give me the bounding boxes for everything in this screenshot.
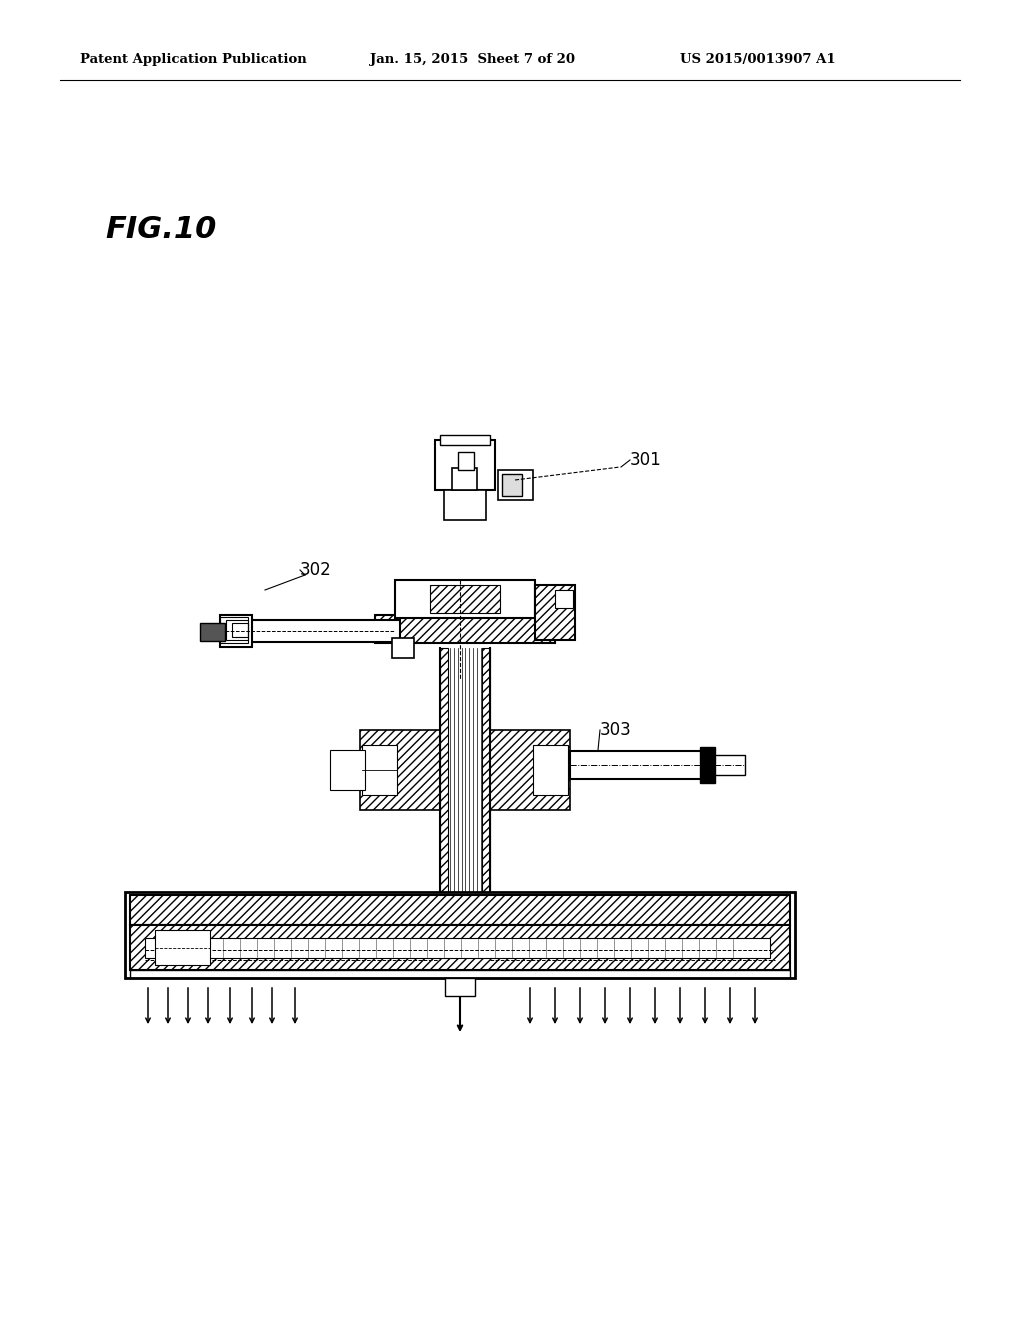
Bar bbox=[444, 490, 486, 520]
Bar bbox=[155, 931, 210, 965]
Bar bbox=[232, 623, 248, 638]
Bar bbox=[220, 615, 252, 647]
Bar bbox=[250, 620, 400, 642]
Bar bbox=[482, 648, 490, 892]
Bar bbox=[330, 750, 365, 789]
Bar bbox=[440, 436, 490, 445]
Bar bbox=[130, 970, 790, 978]
Bar bbox=[362, 744, 397, 795]
Bar bbox=[226, 620, 248, 640]
Bar bbox=[715, 755, 745, 775]
Bar bbox=[570, 751, 710, 779]
Bar bbox=[490, 730, 570, 810]
Text: 303: 303 bbox=[600, 721, 632, 739]
Text: FIG.10: FIG.10 bbox=[105, 215, 216, 244]
Bar bbox=[502, 474, 522, 496]
Bar bbox=[392, 638, 414, 657]
Bar bbox=[535, 585, 575, 640]
Bar bbox=[375, 615, 555, 643]
Bar bbox=[220, 616, 248, 643]
Text: US 2015/0013907 A1: US 2015/0013907 A1 bbox=[680, 54, 836, 66]
Bar bbox=[125, 892, 795, 978]
Bar bbox=[452, 469, 477, 490]
Text: 301: 301 bbox=[630, 451, 662, 469]
Bar bbox=[435, 440, 495, 490]
Bar bbox=[700, 747, 715, 783]
Bar bbox=[440, 648, 449, 892]
Bar bbox=[130, 895, 790, 925]
Bar bbox=[200, 623, 225, 642]
Text: Jan. 15, 2015  Sheet 7 of 20: Jan. 15, 2015 Sheet 7 of 20 bbox=[370, 54, 575, 66]
Bar bbox=[534, 744, 568, 795]
Bar bbox=[360, 730, 440, 810]
Text: 302: 302 bbox=[300, 561, 332, 579]
Bar bbox=[555, 590, 573, 609]
Bar bbox=[130, 925, 790, 970]
Text: Patent Application Publication: Patent Application Publication bbox=[80, 54, 307, 66]
Bar bbox=[445, 978, 475, 997]
Bar bbox=[498, 470, 534, 500]
Bar bbox=[458, 451, 474, 470]
Bar bbox=[430, 585, 500, 612]
Bar bbox=[395, 579, 535, 618]
Bar bbox=[145, 939, 770, 958]
